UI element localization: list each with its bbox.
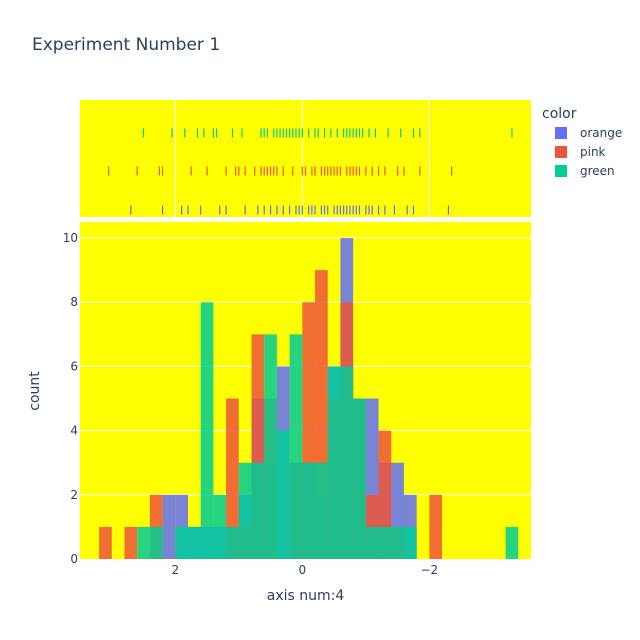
y-tick-label: 8 — [70, 295, 78, 309]
chart-title: Experiment Number 1 — [32, 35, 220, 55]
bar-green[interactable] — [315, 462, 328, 559]
bar-pink[interactable] — [99, 526, 112, 559]
rug-marks — [107, 128, 513, 215]
bar-green[interactable] — [505, 526, 519, 559]
legend-item-pink[interactable]: pink — [555, 145, 606, 159]
legend-swatch — [555, 127, 567, 139]
y-tick-label: 6 — [70, 359, 78, 373]
legend-label: pink — [580, 145, 606, 159]
y-tick-label: 2 — [70, 488, 78, 502]
bar-green[interactable] — [276, 430, 290, 559]
bar-green[interactable] — [340, 366, 354, 559]
bar-green[interactable] — [226, 526, 239, 559]
x-tick-label: −2 — [421, 563, 439, 577]
bar-green[interactable] — [378, 526, 392, 559]
legend-label: green — [580, 164, 615, 178]
bar-green[interactable] — [251, 462, 265, 559]
bar-green[interactable] — [213, 494, 227, 559]
x-tick-label: 2 — [171, 563, 179, 577]
rug-gridlines — [174, 100, 430, 217]
bar-green[interactable] — [365, 526, 379, 559]
x-axis-title: axis num:4 — [267, 588, 345, 604]
rug-plot-background — [80, 100, 531, 217]
legend-label: orange — [580, 126, 622, 140]
histogram-bars — [99, 238, 519, 560]
bar-green[interactable] — [327, 366, 341, 559]
legend-item-green[interactable]: green — [555, 164, 615, 178]
y-axis-title: count — [27, 371, 43, 411]
bar-pink[interactable] — [124, 526, 138, 559]
bar-green[interactable] — [353, 398, 366, 559]
series-green-bars — [137, 302, 519, 559]
bar-green[interactable] — [289, 334, 303, 559]
series-green-rug — [142, 128, 513, 138]
bar-green[interactable] — [175, 526, 188, 559]
y-tick-label: 10 — [63, 231, 78, 245]
bar-green[interactable] — [391, 526, 404, 559]
bar-green[interactable] — [264, 334, 277, 559]
bar-green[interactable] — [200, 302, 214, 559]
y-tick-label: 4 — [70, 424, 78, 438]
legend-swatch — [555, 146, 567, 158]
y-axis-ticks: 0 2 4 6 8 10 — [63, 231, 78, 566]
bar-green[interactable] — [137, 526, 150, 559]
series-orange-rug — [130, 205, 450, 215]
bar-green[interactable] — [238, 462, 252, 559]
bar-green[interactable] — [187, 526, 201, 559]
bar-green[interactable] — [403, 526, 417, 559]
legend-swatch — [555, 165, 567, 177]
bar-pink[interactable] — [226, 398, 239, 559]
legend-title: color — [542, 106, 577, 122]
legend-items: orange pink green — [555, 126, 622, 178]
bar-orange[interactable] — [162, 494, 176, 559]
series-pink-rug — [107, 166, 453, 176]
y-tick-label: 0 — [70, 552, 78, 566]
bar-pink[interactable] — [429, 494, 443, 559]
bar-green[interactable] — [149, 526, 163, 559]
x-axis-ticks: 2 0 −2 — [171, 563, 438, 577]
legend-item-orange[interactable]: orange — [555, 126, 622, 140]
x-tick-label: 0 — [299, 563, 307, 577]
bar-green[interactable] — [302, 462, 316, 559]
legend: color orange pink green — [542, 106, 622, 178]
